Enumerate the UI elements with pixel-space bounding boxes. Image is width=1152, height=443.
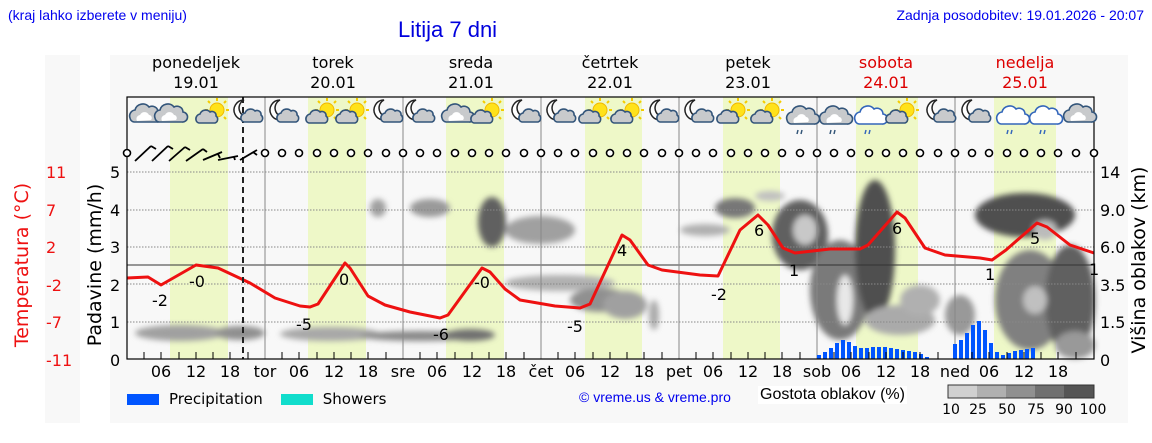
svg-text:06: 06	[151, 362, 171, 381]
precipitation-bars	[817, 321, 1035, 359]
svg-text:06: 06	[427, 362, 447, 381]
wind-row	[122, 145, 1099, 162]
svg-text:ned: ned	[940, 362, 970, 381]
day-header-4: petek 23.01	[725, 53, 771, 92]
svg-text:-0: -0	[189, 272, 205, 291]
svg-text:tor: tor	[254, 362, 277, 381]
showers-swatch	[280, 393, 313, 405]
day-separators	[264, 97, 956, 359]
svg-text:-0: -0	[474, 273, 490, 292]
svg-text:90: 90	[1055, 402, 1073, 418]
svg-text:6: 6	[892, 219, 902, 238]
temperature-ticks: 11 7 2 -2 -7 -11	[46, 163, 73, 370]
svg-text:sob: sob	[803, 362, 831, 381]
svg-text:18: 18	[496, 362, 516, 381]
svg-text:50: 50	[998, 402, 1016, 418]
svg-text:06: 06	[289, 362, 309, 381]
gridlines	[127, 171, 1094, 323]
svg-text:10: 10	[942, 402, 960, 418]
svg-text:75: 75	[1027, 402, 1045, 418]
svg-text:06: 06	[979, 362, 999, 381]
svg-text:12: 12	[186, 362, 206, 381]
day-header-0: ponedeljek 19.01	[152, 53, 240, 92]
left-axis-panel	[45, 55, 80, 423]
svg-text:4: 4	[617, 241, 627, 260]
page-title: Litija 7 dni	[398, 17, 498, 42]
precipitation-swatch	[127, 393, 159, 405]
svg-text:1: 1	[789, 261, 799, 280]
svg-text:-5: -5	[296, 315, 312, 334]
showers-legend-label: Showers	[322, 390, 387, 408]
cloud-density-ticks: 10 25 50 75 90 100	[942, 402, 1106, 418]
day-header-6: nedelja 25.01	[995, 53, 1055, 92]
svg-text:06: 06	[703, 362, 723, 381]
temperature-line	[126, 210, 1095, 320]
day-header-2: sreda 21.01	[448, 53, 494, 92]
svg-text:-5: -5	[567, 317, 583, 336]
svg-text:18: 18	[910, 362, 930, 381]
x-tick-labels: 06 12 18 tor 06 12 18 sre 06 12 18 čet 0…	[151, 362, 1068, 381]
svg-text:06: 06	[565, 362, 585, 381]
svg-text:0: 0	[339, 270, 349, 289]
svg-text:18: 18	[358, 362, 378, 381]
svg-text:-6: -6	[433, 325, 449, 344]
svg-text:pet: pet	[666, 362, 692, 381]
svg-text:12: 12	[1014, 362, 1034, 381]
svg-text:12: 12	[462, 362, 482, 381]
svg-text:-2: -2	[711, 285, 727, 304]
legend: Precipitation Showers	[127, 390, 386, 408]
cloud-density-legend-bar	[947, 384, 1095, 399]
location-hint: (kraj lahko izberete v meniju)	[8, 7, 187, 23]
svg-text:12: 12	[600, 362, 620, 381]
copyright-link[interactable]: © vreme.us & vreme.pro	[579, 389, 731, 405]
svg-text:sre: sre	[391, 362, 415, 381]
svg-text:12: 12	[738, 362, 758, 381]
svg-text:6: 6	[754, 221, 764, 240]
day-header-3: četrtek 22.01	[581, 53, 639, 92]
x-tick-marks	[143, 352, 1077, 359]
last-update: Zadnja posodobitev: 19.01.2026 - 20:07	[896, 7, 1144, 23]
day-header-1: torek 20.01	[310, 53, 356, 92]
svg-text:čet: čet	[529, 362, 554, 381]
svg-text:12: 12	[876, 362, 896, 381]
svg-text:12: 12	[324, 362, 344, 381]
precipitation-ticks: 5 4 3 2 1 0	[110, 163, 121, 370]
svg-text:5: 5	[1030, 229, 1040, 248]
svg-text:18: 18	[772, 362, 792, 381]
svg-text:18: 18	[220, 362, 240, 381]
svg-text:100: 100	[1080, 402, 1107, 418]
svg-text:1: 1	[985, 265, 995, 284]
day-header-5: sobota 24.01	[858, 53, 914, 92]
svg-text:18: 18	[634, 362, 654, 381]
wind-barb-icon	[134, 145, 258, 162]
svg-text:06: 06	[841, 362, 861, 381]
cloud-density-field	[135, 180, 1095, 359]
cloud-height-ticks: 14 9.0 6.0 3.5 1.5 0	[1100, 163, 1126, 370]
precipitation-legend-label: Precipitation	[169, 390, 263, 408]
cloud-density-legend-label: Gostota oblakov (%)	[758, 386, 907, 404]
svg-text:25: 25	[969, 402, 987, 418]
svg-text:-2: -2	[152, 291, 168, 310]
svg-text:18: 18	[1048, 362, 1068, 381]
